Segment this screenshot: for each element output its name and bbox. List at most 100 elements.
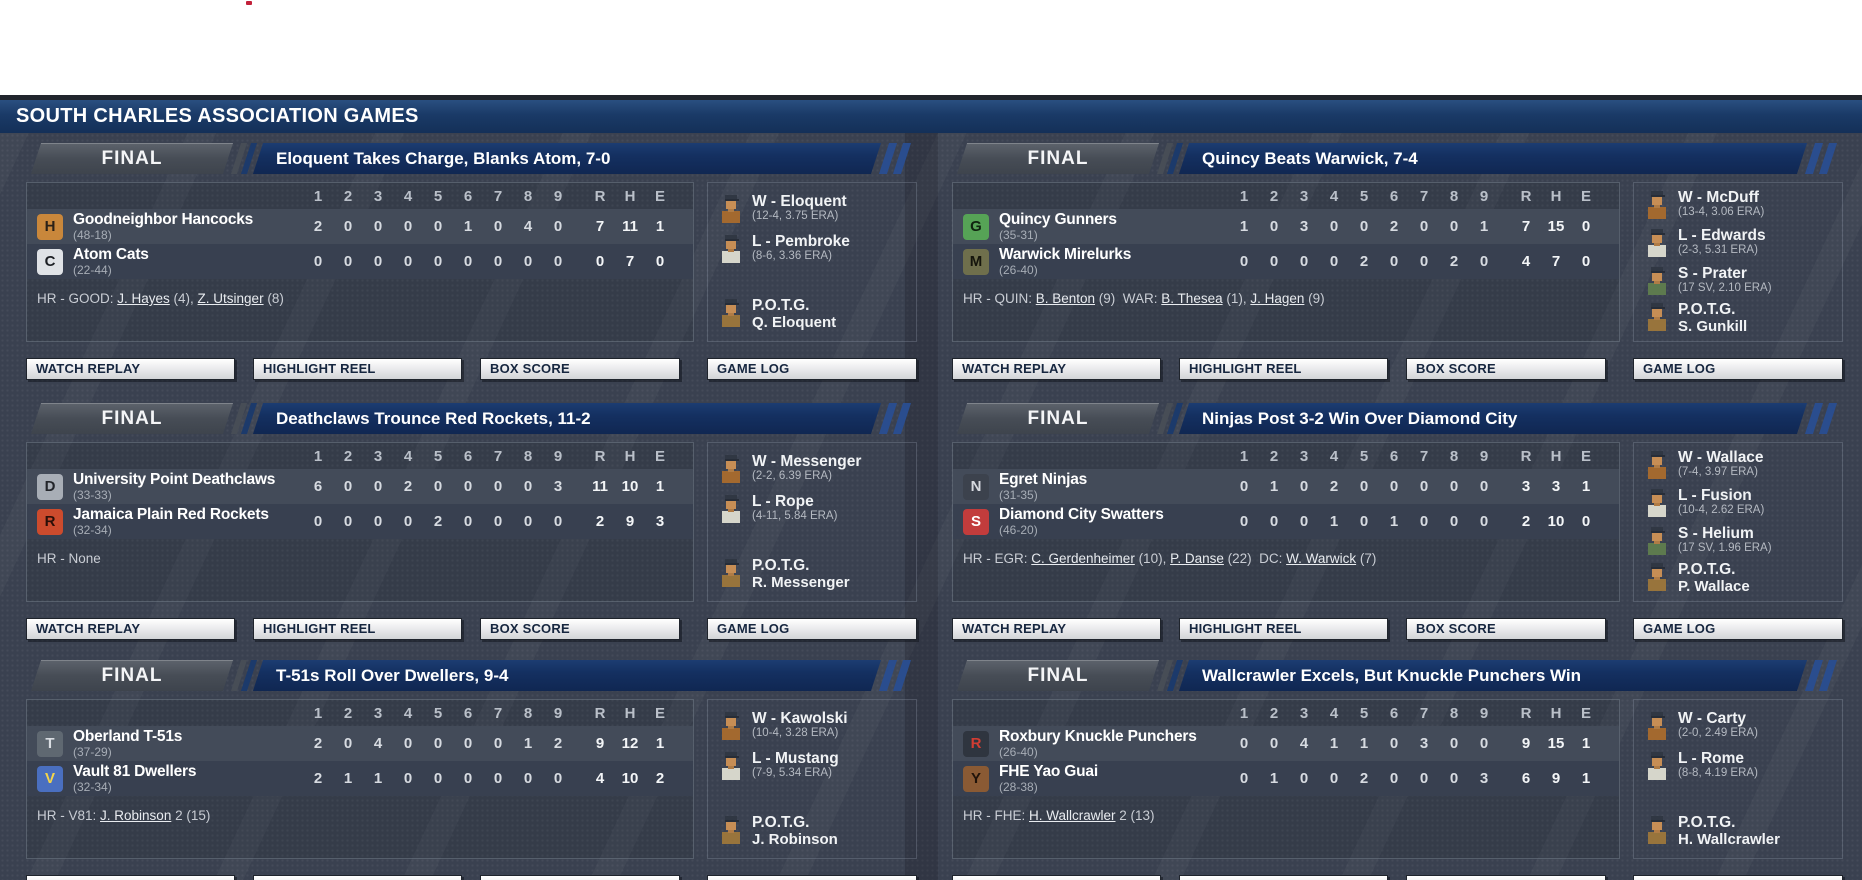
pitcher-texts: W - Wallace (7-4, 3.97 ERA) bbox=[1678, 449, 1764, 479]
team-name[interactable]: Diamond City Swatters bbox=[999, 505, 1164, 523]
total-header-cell: R bbox=[1520, 187, 1532, 205]
player-avatar-icon bbox=[718, 557, 744, 592]
pitcher-line: L - Mustang bbox=[752, 750, 839, 767]
hr-player-link[interactable]: B. Benton bbox=[1035, 291, 1096, 306]
highlight-reel-button[interactable]: HIGHLIGHT REEL bbox=[1179, 358, 1388, 380]
inning-cell: 0 bbox=[523, 253, 533, 270]
box-score-button[interactable]: BOX SCORE bbox=[1406, 875, 1606, 880]
team-name[interactable]: University Point Deathclaws bbox=[73, 470, 276, 488]
pitcher-texts: L - Pembroke (8-6, 3.36 ERA) bbox=[752, 233, 850, 263]
hr-player-link[interactable]: H. Wallcrawler bbox=[1029, 808, 1116, 823]
inning-cell: 0 bbox=[1329, 218, 1339, 235]
game-log-button[interactable]: GAME LOG bbox=[707, 875, 917, 880]
pitcher-texts: P.O.T.G. J. Robinson bbox=[752, 814, 838, 848]
pitcher-texts: W - Messenger (2-2, 6.39 ERA) bbox=[752, 453, 861, 483]
game-log-button[interactable]: GAME LOG bbox=[707, 618, 917, 640]
watch-replay-button[interactable]: WATCH REPLAY bbox=[26, 358, 235, 380]
team-name[interactable]: Egret Ninjas bbox=[999, 470, 1088, 488]
team-name[interactable]: Warwick Mirelurks bbox=[999, 245, 1132, 263]
game-log-button[interactable]: GAME LOG bbox=[1633, 875, 1843, 880]
box-score-button[interactable]: BOX SCORE bbox=[1406, 618, 1606, 640]
pitcher-line: L - Rope bbox=[752, 493, 814, 510]
team-name[interactable]: Quincy Gunners bbox=[999, 210, 1117, 228]
team-name[interactable]: FHE Yao Guai bbox=[999, 762, 1098, 780]
team-name[interactable]: Goodneighbor Hancocks bbox=[73, 210, 254, 228]
inning-cell: 0 bbox=[373, 478, 383, 495]
team-name[interactable]: Jamaica Plain Red Rockets bbox=[73, 505, 269, 523]
pitcher-line: W - Wallace bbox=[1678, 449, 1764, 466]
hr-player-link[interactable]: Z. Utsinger bbox=[197, 291, 264, 306]
box-score-button[interactable]: BOX SCORE bbox=[480, 875, 680, 880]
inning-header-cell: 4 bbox=[403, 447, 413, 465]
inning-cell: 0 bbox=[1449, 478, 1459, 495]
hr-player-link[interactable]: P. Danse bbox=[1170, 551, 1224, 566]
inning-header-cell: 2 bbox=[1269, 187, 1279, 205]
inning-cell: 0 bbox=[523, 513, 533, 530]
potg-label: P.O.T.G. bbox=[752, 814, 810, 831]
watch-replay-button[interactable]: WATCH REPLAY bbox=[26, 618, 235, 640]
highlight-reel-button[interactable]: HIGHLIGHT REEL bbox=[253, 875, 462, 880]
team-name[interactable]: Vault 81 Dwellers bbox=[73, 762, 197, 780]
highlight-reel-button[interactable]: HIGHLIGHT REEL bbox=[253, 618, 462, 640]
hr-player-link[interactable]: W. Warwick bbox=[1286, 551, 1357, 566]
box-score-button[interactable]: BOX SCORE bbox=[1406, 358, 1606, 380]
total-header-cell: H bbox=[624, 704, 636, 722]
team-logo-icon: S bbox=[963, 508, 989, 535]
box-score-button[interactable]: BOX SCORE bbox=[480, 618, 680, 640]
pitcher-stats: (13-4, 3.06 ERA) bbox=[1678, 206, 1765, 218]
pitcher-entry: W - Kawolski (10-4, 3.28 ERA) bbox=[718, 710, 848, 745]
inning-header-cell: 4 bbox=[1329, 704, 1339, 722]
team-name[interactable]: Roxbury Knuckle Punchers bbox=[999, 727, 1197, 745]
player-avatar-icon bbox=[718, 193, 744, 228]
team-name[interactable]: Atom Cats bbox=[73, 245, 149, 263]
pitcher-texts: W - Carty (2-0, 2.49 ERA) bbox=[1678, 710, 1758, 740]
inning-header-cell: 7 bbox=[1419, 187, 1429, 205]
team-name[interactable]: Oberland T-51s bbox=[73, 727, 183, 745]
game-log-button[interactable]: GAME LOG bbox=[707, 358, 917, 380]
game-log-button[interactable]: GAME LOG bbox=[1633, 618, 1843, 640]
potg-label: P.O.T.G. bbox=[1678, 814, 1736, 831]
total-header-cell: R bbox=[594, 187, 606, 205]
final-badge: FINAL bbox=[30, 143, 234, 174]
hr-player-link[interactable]: C. Gerdenheimer bbox=[1031, 551, 1135, 566]
highlight-reel-button[interactable]: HIGHLIGHT REEL bbox=[1179, 618, 1388, 640]
pitcher-texts: S - Prater (17 SV, 2.10 ERA) bbox=[1678, 265, 1772, 295]
errors-cell: 1 bbox=[1581, 770, 1591, 787]
pitcher-texts: P.O.T.G. R. Messenger bbox=[752, 557, 850, 591]
highlight-reel-button[interactable]: HIGHLIGHT REEL bbox=[1179, 875, 1388, 880]
team-logo-icon: R bbox=[37, 508, 63, 535]
headline-bar: Eloquent Takes Charge, Blanks Atom, 7-0 bbox=[252, 143, 882, 174]
potg-name: R. Messenger bbox=[752, 574, 850, 591]
box-score-button[interactable]: BOX SCORE bbox=[480, 358, 680, 380]
hr-player-link[interactable]: B. Thesea bbox=[1161, 291, 1223, 306]
inning-cell: 2 bbox=[1329, 478, 1339, 495]
runs-cell: 2 bbox=[1521, 513, 1531, 530]
inning-cell: 0 bbox=[1389, 478, 1399, 495]
game-log-button[interactable]: GAME LOG bbox=[1633, 358, 1843, 380]
inning-cell: 0 bbox=[1449, 513, 1459, 530]
watch-replay-button[interactable]: WATCH REPLAY bbox=[952, 358, 1161, 380]
player-avatar-icon bbox=[1644, 814, 1670, 849]
watch-replay-button[interactable]: WATCH REPLAY bbox=[952, 875, 1161, 880]
inning-cell: 0 bbox=[1299, 478, 1309, 495]
pitcher-stats: (2-0, 2.49 ERA) bbox=[1678, 727, 1758, 739]
headline-text: Quincy Beats Warwick, 7-4 bbox=[1202, 149, 1418, 168]
inning-cell: 0 bbox=[403, 513, 413, 530]
inning-cell: 0 bbox=[523, 478, 533, 495]
watch-replay-button[interactable]: WATCH REPLAY bbox=[952, 618, 1161, 640]
inning-header-cell: 8 bbox=[1449, 447, 1459, 465]
team-row: G Quincy Gunners (35-31) 1 0 3 0 0 2 0 0 1 7 15 0 bbox=[953, 209, 1619, 244]
hr-player-link[interactable]: J. Hagen bbox=[1250, 291, 1305, 306]
highlight-reel-button[interactable]: HIGHLIGHT REEL bbox=[253, 358, 462, 380]
watch-replay-button[interactable]: WATCH REPLAY bbox=[26, 875, 235, 880]
inning-header-cell: 8 bbox=[523, 447, 533, 465]
inning-cell: 0 bbox=[493, 253, 503, 270]
inning-header-cell: 9 bbox=[553, 447, 563, 465]
hr-player-link[interactable]: J. Hayes bbox=[117, 291, 170, 306]
hr-player-link[interactable]: J. Robinson bbox=[100, 808, 172, 823]
inning-cell: 0 bbox=[553, 770, 563, 787]
hr-text: HR - GOOD: bbox=[37, 291, 118, 306]
